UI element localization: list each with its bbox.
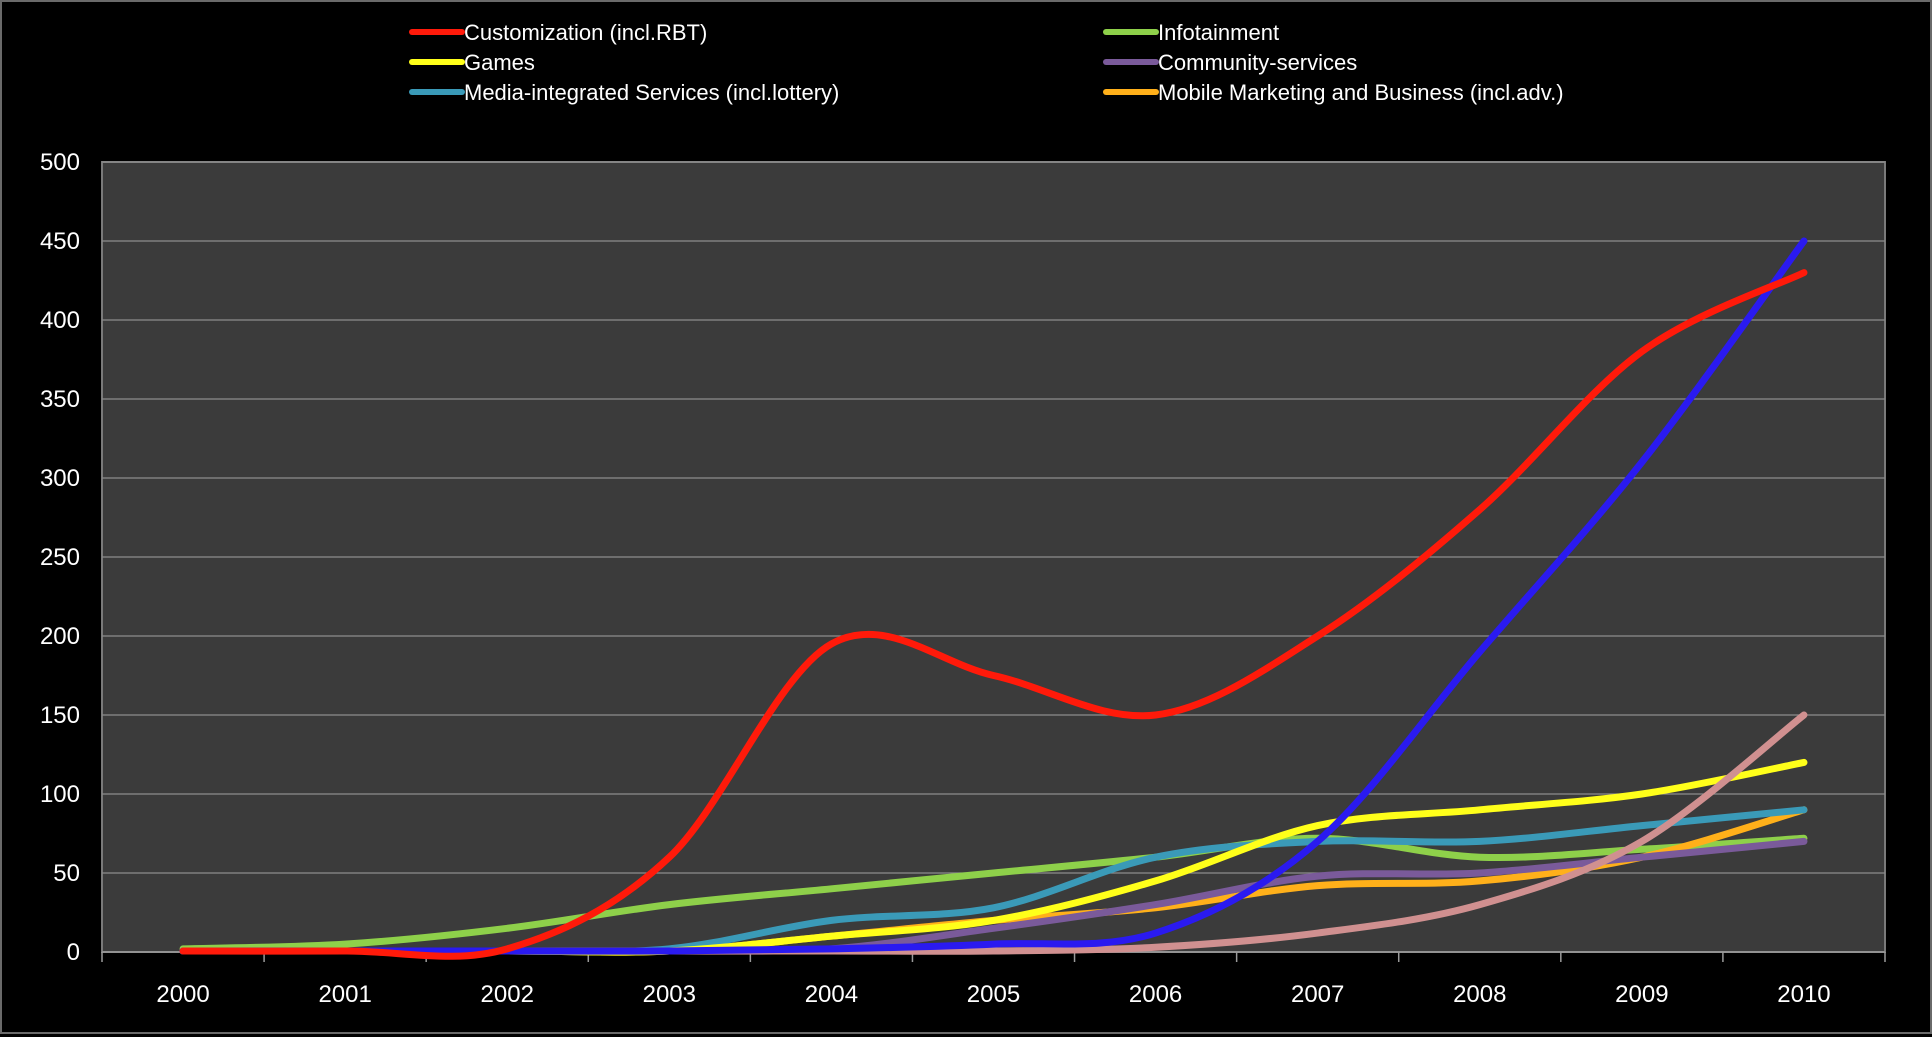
x-tick-label: 2007 xyxy=(1291,981,1344,1008)
legend-entry: Customization (incl.RBT) xyxy=(409,20,707,45)
y-tick-label: 150 xyxy=(40,702,80,729)
y-tick-label: 200 xyxy=(40,623,80,650)
legend-label: Media-integrated Services (incl.lottery) xyxy=(464,80,839,105)
legend-entry: Games xyxy=(409,50,535,75)
legend-entry: Mobile Marketing and Business (incl.adv.… xyxy=(1103,80,1564,105)
x-tick-label: 2009 xyxy=(1615,981,1668,1008)
x-tick-label: 2002 xyxy=(481,981,534,1008)
legend-label: Games xyxy=(464,50,535,75)
y-tick-label: 50 xyxy=(53,860,80,887)
y-axis: 0 50 100 150 200 250 300 350 400 450 500 xyxy=(40,149,80,966)
y-tick-label: 400 xyxy=(40,307,80,334)
x-tick-label: 2004 xyxy=(805,981,858,1008)
series-line-0 xyxy=(179,269,1808,960)
legend-label: Customization (incl.RBT) xyxy=(464,20,707,45)
y-tick-label: 500 xyxy=(40,149,80,176)
gridlines xyxy=(102,161,1885,874)
legend-entry: Media-integrated Services (incl.lottery) xyxy=(409,80,839,105)
legend: Customization (incl.RBT) Infotainment Game… xyxy=(409,20,1564,105)
y-tick-label: 100 xyxy=(40,781,80,808)
legend-label: Community-services xyxy=(1158,50,1357,75)
legend-label: Mobile Marketing and Business (incl.adv.… xyxy=(1158,80,1564,105)
x-tick-label: 2005 xyxy=(967,981,1020,1008)
y-tick-label: 0 xyxy=(67,939,80,966)
x-axis: 2000 2001 2002 2003 2004 2005 2006 2007 2008 2009… xyxy=(101,951,1886,1008)
x-tick-label: 2010 xyxy=(1777,981,1830,1008)
y-tick-label: 250 xyxy=(40,544,80,571)
x-tick-label: 2006 xyxy=(1129,981,1182,1008)
y-tick-label: 450 xyxy=(40,228,80,255)
series-line-1 xyxy=(179,834,1808,953)
series-lines xyxy=(179,237,1808,960)
y-tick-label: 300 xyxy=(40,465,80,492)
x-tick-label: 2008 xyxy=(1453,981,1506,1008)
legend-entry: Infotainment xyxy=(1103,20,1279,45)
legend-label: Infotainment xyxy=(1158,20,1279,45)
y-tick-label: 350 xyxy=(40,386,80,413)
x-tick-label: 2001 xyxy=(318,981,371,1008)
x-tick-label: 2003 xyxy=(643,981,696,1008)
legend-entry: Community-services xyxy=(1103,50,1357,75)
x-tick-label: 2000 xyxy=(156,981,209,1008)
